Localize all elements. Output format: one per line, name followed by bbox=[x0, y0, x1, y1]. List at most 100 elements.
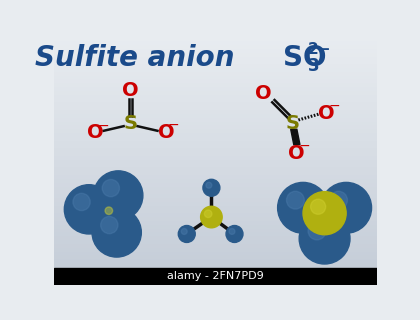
Circle shape bbox=[92, 208, 141, 257]
Bar bbox=[54, 88, 377, 92]
Circle shape bbox=[64, 185, 114, 234]
Bar bbox=[54, 77, 377, 80]
Bar bbox=[54, 199, 377, 203]
Bar bbox=[54, 119, 377, 123]
Circle shape bbox=[308, 222, 326, 240]
Circle shape bbox=[310, 199, 326, 214]
Circle shape bbox=[229, 228, 235, 235]
Circle shape bbox=[330, 191, 347, 209]
Text: O: O bbox=[158, 123, 174, 142]
Bar bbox=[54, 157, 377, 161]
Bar bbox=[54, 164, 377, 168]
Bar bbox=[54, 191, 377, 195]
Bar bbox=[54, 61, 377, 65]
Bar bbox=[54, 84, 377, 88]
Bar bbox=[54, 222, 377, 226]
Bar bbox=[54, 245, 377, 249]
Bar bbox=[54, 153, 377, 157]
Bar bbox=[54, 65, 377, 69]
Bar bbox=[54, 172, 377, 176]
Circle shape bbox=[102, 180, 119, 197]
Bar bbox=[54, 130, 377, 134]
Bar bbox=[54, 42, 377, 46]
Text: S: S bbox=[123, 114, 138, 132]
Bar bbox=[54, 38, 377, 42]
Bar bbox=[54, 234, 377, 237]
Text: −: − bbox=[98, 118, 110, 132]
Bar bbox=[54, 264, 377, 268]
Bar bbox=[54, 146, 377, 149]
Circle shape bbox=[101, 216, 118, 234]
Text: −: − bbox=[168, 118, 179, 132]
Circle shape bbox=[206, 182, 212, 188]
Text: O: O bbox=[318, 104, 334, 123]
Circle shape bbox=[73, 193, 90, 211]
Bar bbox=[54, 142, 377, 146]
Circle shape bbox=[101, 203, 123, 225]
Text: S: S bbox=[285, 114, 299, 132]
Bar bbox=[54, 256, 377, 260]
Circle shape bbox=[105, 207, 113, 214]
Text: O: O bbox=[288, 144, 304, 164]
Bar bbox=[54, 195, 377, 199]
Bar bbox=[54, 218, 377, 222]
Bar bbox=[54, 96, 377, 100]
Circle shape bbox=[205, 210, 212, 218]
Text: O: O bbox=[255, 84, 271, 103]
Circle shape bbox=[303, 192, 346, 235]
Bar bbox=[54, 92, 377, 96]
Circle shape bbox=[226, 226, 243, 243]
Bar bbox=[54, 237, 377, 241]
Text: 3: 3 bbox=[307, 57, 319, 75]
Text: alamy - 2FN7PD9: alamy - 2FN7PD9 bbox=[167, 271, 264, 281]
Text: O: O bbox=[87, 123, 103, 142]
Bar bbox=[54, 80, 377, 84]
Bar bbox=[54, 115, 377, 119]
Bar bbox=[54, 46, 377, 50]
Circle shape bbox=[178, 226, 195, 243]
Bar bbox=[54, 230, 377, 234]
Bar bbox=[54, 268, 377, 285]
Circle shape bbox=[203, 179, 220, 196]
Bar bbox=[54, 241, 377, 245]
Bar bbox=[54, 69, 377, 73]
Bar bbox=[54, 214, 377, 218]
Text: 2−: 2− bbox=[307, 43, 331, 58]
Bar bbox=[54, 123, 377, 126]
Text: −: − bbox=[299, 139, 310, 153]
Bar bbox=[54, 176, 377, 180]
Bar bbox=[54, 107, 377, 111]
Text: −: − bbox=[329, 99, 341, 113]
Bar bbox=[54, 203, 377, 207]
Bar bbox=[54, 161, 377, 164]
Circle shape bbox=[286, 191, 304, 209]
Bar bbox=[54, 260, 377, 264]
Bar bbox=[54, 126, 377, 130]
Bar bbox=[54, 188, 377, 191]
Bar bbox=[54, 73, 377, 77]
Text: O: O bbox=[122, 81, 139, 100]
Circle shape bbox=[321, 182, 372, 233]
Circle shape bbox=[201, 206, 222, 228]
Bar bbox=[54, 249, 377, 252]
Bar bbox=[54, 252, 377, 256]
Bar bbox=[54, 54, 377, 58]
Bar bbox=[54, 207, 377, 211]
Bar bbox=[54, 58, 377, 61]
Bar bbox=[54, 134, 377, 138]
Bar bbox=[54, 211, 377, 214]
Circle shape bbox=[181, 228, 187, 235]
Bar bbox=[54, 138, 377, 142]
Bar bbox=[54, 50, 377, 54]
Bar bbox=[54, 168, 377, 172]
Bar bbox=[54, 111, 377, 115]
Bar bbox=[54, 180, 377, 184]
Polygon shape bbox=[291, 129, 300, 145]
Text: Sulfite anion: Sulfite anion bbox=[35, 44, 234, 72]
Circle shape bbox=[299, 213, 350, 264]
Text: SO: SO bbox=[283, 44, 326, 72]
Bar bbox=[54, 103, 377, 107]
Bar bbox=[54, 100, 377, 103]
Bar bbox=[54, 184, 377, 188]
Circle shape bbox=[94, 171, 143, 220]
